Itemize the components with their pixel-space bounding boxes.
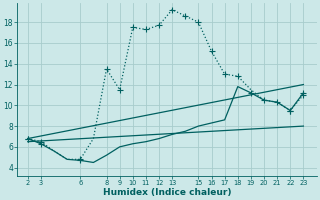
- X-axis label: Humidex (Indice chaleur): Humidex (Indice chaleur): [103, 188, 231, 197]
